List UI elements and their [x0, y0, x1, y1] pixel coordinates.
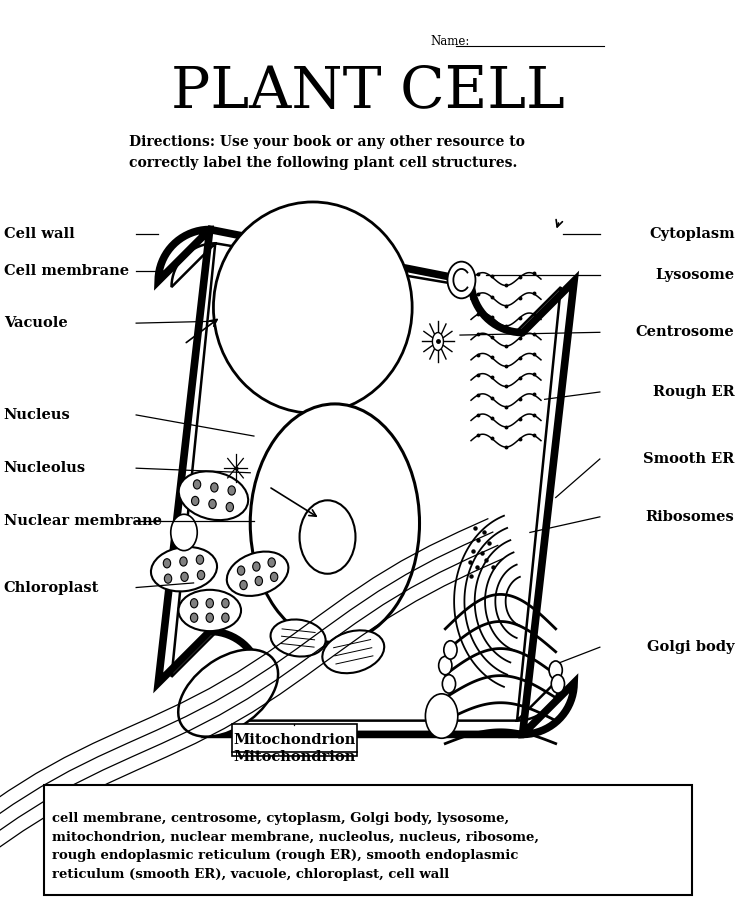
Ellipse shape [191, 613, 198, 622]
Ellipse shape [322, 631, 384, 673]
Text: correctly label the following plant cell structures.: correctly label the following plant cell… [129, 156, 517, 171]
Ellipse shape [206, 599, 213, 608]
Ellipse shape [270, 572, 277, 581]
Ellipse shape [444, 641, 457, 659]
Text: Nucleolus: Nucleolus [4, 461, 86, 476]
Text: Mitochondrion: Mitochondrion [233, 750, 355, 764]
Ellipse shape [551, 675, 565, 693]
Ellipse shape [549, 661, 562, 679]
Text: Chloroplast: Chloroplast [4, 580, 99, 595]
Text: Ribosomes: Ribosomes [645, 509, 735, 524]
Text: Nucleus: Nucleus [4, 408, 71, 422]
Ellipse shape [227, 552, 289, 596]
Text: Lysosome: Lysosome [655, 268, 735, 283]
Ellipse shape [252, 562, 260, 571]
Ellipse shape [238, 566, 245, 576]
Ellipse shape [178, 650, 278, 736]
Text: PLANT CELL: PLANT CELL [171, 63, 565, 120]
Ellipse shape [206, 613, 213, 622]
Ellipse shape [442, 675, 456, 693]
Ellipse shape [179, 471, 248, 521]
FancyBboxPatch shape [232, 724, 357, 756]
FancyBboxPatch shape [44, 785, 692, 895]
Ellipse shape [271, 620, 325, 656]
Ellipse shape [250, 404, 420, 643]
Ellipse shape [447, 262, 475, 298]
Text: Mitochondrion: Mitochondrion [233, 733, 355, 747]
Ellipse shape [197, 555, 204, 565]
Text: Name:: Name: [431, 35, 470, 48]
Ellipse shape [191, 599, 198, 608]
Ellipse shape [181, 572, 188, 581]
Ellipse shape [197, 570, 205, 579]
Ellipse shape [151, 547, 217, 591]
Text: Cytoplasm: Cytoplasm [649, 227, 735, 241]
Ellipse shape [439, 656, 452, 675]
Ellipse shape [191, 497, 199, 506]
Text: Nuclear membrane: Nuclear membrane [4, 514, 162, 529]
Ellipse shape [222, 599, 229, 608]
Ellipse shape [432, 332, 443, 351]
Ellipse shape [240, 580, 247, 589]
Text: Vacuole: Vacuole [4, 316, 68, 330]
Text: Directions: Use your book or any other resource to: Directions: Use your book or any other r… [129, 135, 525, 150]
PathPatch shape [158, 230, 574, 734]
Ellipse shape [226, 502, 233, 511]
Ellipse shape [164, 574, 171, 583]
Ellipse shape [178, 589, 241, 631]
Ellipse shape [268, 558, 275, 567]
Ellipse shape [228, 486, 236, 495]
Text: Cell membrane: Cell membrane [4, 263, 129, 278]
Ellipse shape [180, 557, 187, 566]
Ellipse shape [209, 499, 216, 509]
Text: Cell wall: Cell wall [4, 227, 74, 241]
Ellipse shape [425, 694, 458, 738]
Text: cell membrane, centrosome, cytoplasm, Golgi body, lysosome,
mitochondrion, nucle: cell membrane, centrosome, cytoplasm, Go… [52, 812, 539, 881]
Ellipse shape [194, 480, 201, 489]
Ellipse shape [213, 202, 412, 413]
Ellipse shape [222, 613, 229, 622]
Text: Golgi body: Golgi body [647, 640, 735, 655]
Ellipse shape [255, 577, 263, 586]
Ellipse shape [300, 500, 355, 574]
Text: Smooth ER: Smooth ER [643, 452, 735, 466]
Text: Centrosome: Centrosome [636, 325, 735, 340]
Ellipse shape [163, 559, 171, 568]
Ellipse shape [210, 483, 218, 492]
Text: Rough ER: Rough ER [653, 385, 735, 399]
Ellipse shape [171, 514, 197, 551]
